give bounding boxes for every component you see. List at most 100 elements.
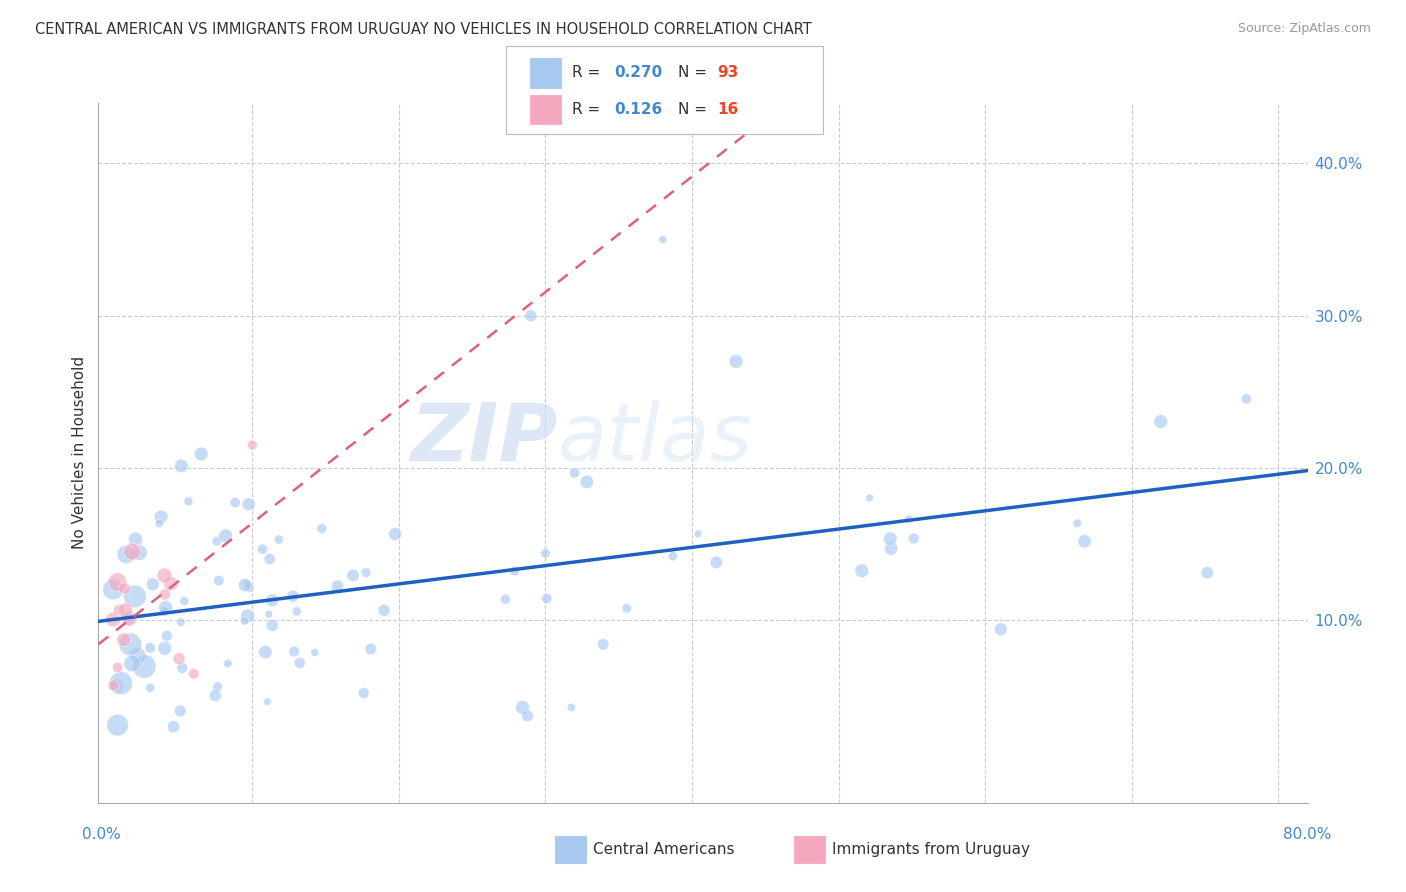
Point [238,497,260,511]
Point [124,532,146,546]
Point [616,601,638,615]
Text: 80.0%: 80.0% [1284,827,1331,841]
Point [153,605,176,619]
Point [304,645,326,659]
Point [354,566,377,580]
Point [153,641,176,656]
Point [114,603,136,617]
Point [128,546,150,560]
Point [1073,534,1095,549]
Point [240,438,263,452]
Text: R =: R = [572,65,600,80]
Text: atlas: atlas [558,400,752,478]
Point [160,576,183,591]
Point [139,681,162,695]
Point [564,466,586,480]
Point [170,458,193,473]
Text: CENTRAL AMERICAN VS IMMIGRANTS FROM URUGUAY NO VEHICLES IN HOUSEHOLD CORRELATION: CENTRAL AMERICAN VS IMMIGRANTS FROM URUG… [35,22,811,37]
Point [254,645,277,659]
Point [224,495,246,509]
Point [173,594,195,608]
Point [107,575,129,590]
Point [233,614,256,628]
Point [108,603,131,617]
Point [724,354,747,368]
Point [262,618,284,632]
Point [903,532,925,546]
Point [190,447,212,461]
Point [592,637,614,651]
Point [127,648,149,663]
Point [101,582,124,597]
Point [120,637,142,651]
Point [851,564,873,578]
Point [897,512,920,526]
Point [134,659,156,673]
Text: 0.270: 0.270 [614,65,662,80]
Point [214,529,236,543]
Point [360,642,382,657]
Point [205,534,228,549]
Text: 0.0%: 0.0% [82,827,121,841]
Point [115,548,138,562]
Point [990,622,1012,636]
Point [105,679,128,693]
Point [880,541,903,556]
Point [167,651,190,665]
Point [112,632,135,647]
Point [686,526,709,541]
Point [236,577,259,591]
Point [285,604,308,618]
Point [1066,516,1088,531]
Point [494,592,516,607]
Point [233,578,256,592]
Point [858,491,880,505]
Point [177,494,200,508]
Text: Source: ZipAtlas.com: Source: ZipAtlas.com [1237,22,1371,36]
Point [353,686,375,700]
Point [503,564,526,578]
Point [101,613,124,627]
Point [267,533,290,547]
Point [124,590,146,604]
Point [121,544,143,558]
Point [162,720,184,734]
Point [342,568,364,582]
Point [1150,415,1173,429]
Text: 0.126: 0.126 [614,103,662,117]
Point [259,552,281,566]
Point [103,678,125,692]
Point [150,509,173,524]
Point [107,718,129,732]
Point [326,579,349,593]
Point [204,689,226,703]
Point [534,546,557,560]
Point [208,574,231,588]
Point [238,581,260,595]
Point [148,516,170,531]
Point [107,660,129,674]
Point [373,603,395,617]
Point [183,666,205,681]
Point [139,640,162,655]
Point [704,555,727,569]
Point [651,233,673,247]
Point [217,657,239,671]
Point [110,676,132,690]
Point [142,577,165,591]
Point [879,532,901,546]
Text: N =: N = [678,103,707,117]
Point [262,593,284,607]
Point [520,309,543,323]
Point [117,610,139,624]
Point [156,629,179,643]
Point [257,607,280,622]
Y-axis label: No Vehicles in Household: No Vehicles in Household [72,356,87,549]
Point [384,527,406,541]
Text: N =: N = [678,65,707,80]
Point [516,708,538,723]
Text: Central Americans: Central Americans [593,842,735,856]
Point [283,644,305,658]
Point [288,656,311,670]
Text: Immigrants from Uruguay: Immigrants from Uruguay [832,842,1031,856]
